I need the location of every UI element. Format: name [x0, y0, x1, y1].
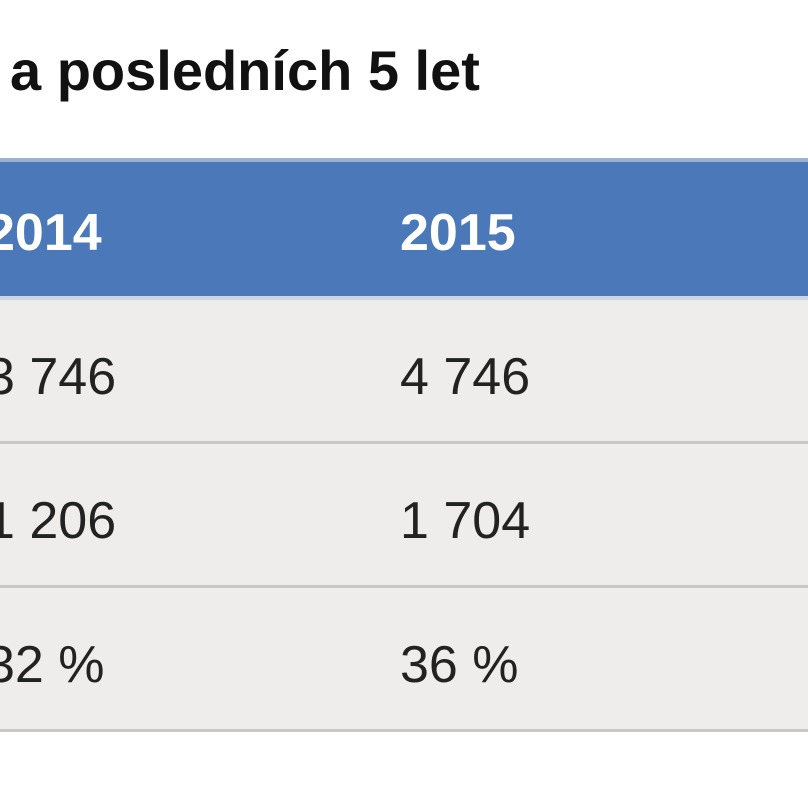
- table-row: 3 746 4 746: [0, 300, 808, 444]
- table-cell: 36 %: [400, 635, 519, 694]
- data-table: 2014 2015 3 746 4 746 1 206 1 704 32 % 3…: [0, 158, 808, 732]
- header-cell-2014: 2014: [0, 204, 102, 262]
- table-row: 32 % 36 %: [0, 588, 808, 732]
- table-cell: 4 746: [400, 347, 531, 406]
- table-header-row: 2014 2015: [0, 158, 808, 300]
- table-cell: 3 746: [0, 347, 117, 406]
- table-cell: 1 206: [0, 491, 117, 550]
- table-cell: 1 704: [400, 491, 531, 550]
- table-cell: 32 %: [0, 635, 105, 694]
- table-title: a posledních 5 let: [10, 39, 480, 102]
- header-cell-2015: 2015: [400, 204, 516, 262]
- table-row: 1 206 1 704: [0, 444, 808, 588]
